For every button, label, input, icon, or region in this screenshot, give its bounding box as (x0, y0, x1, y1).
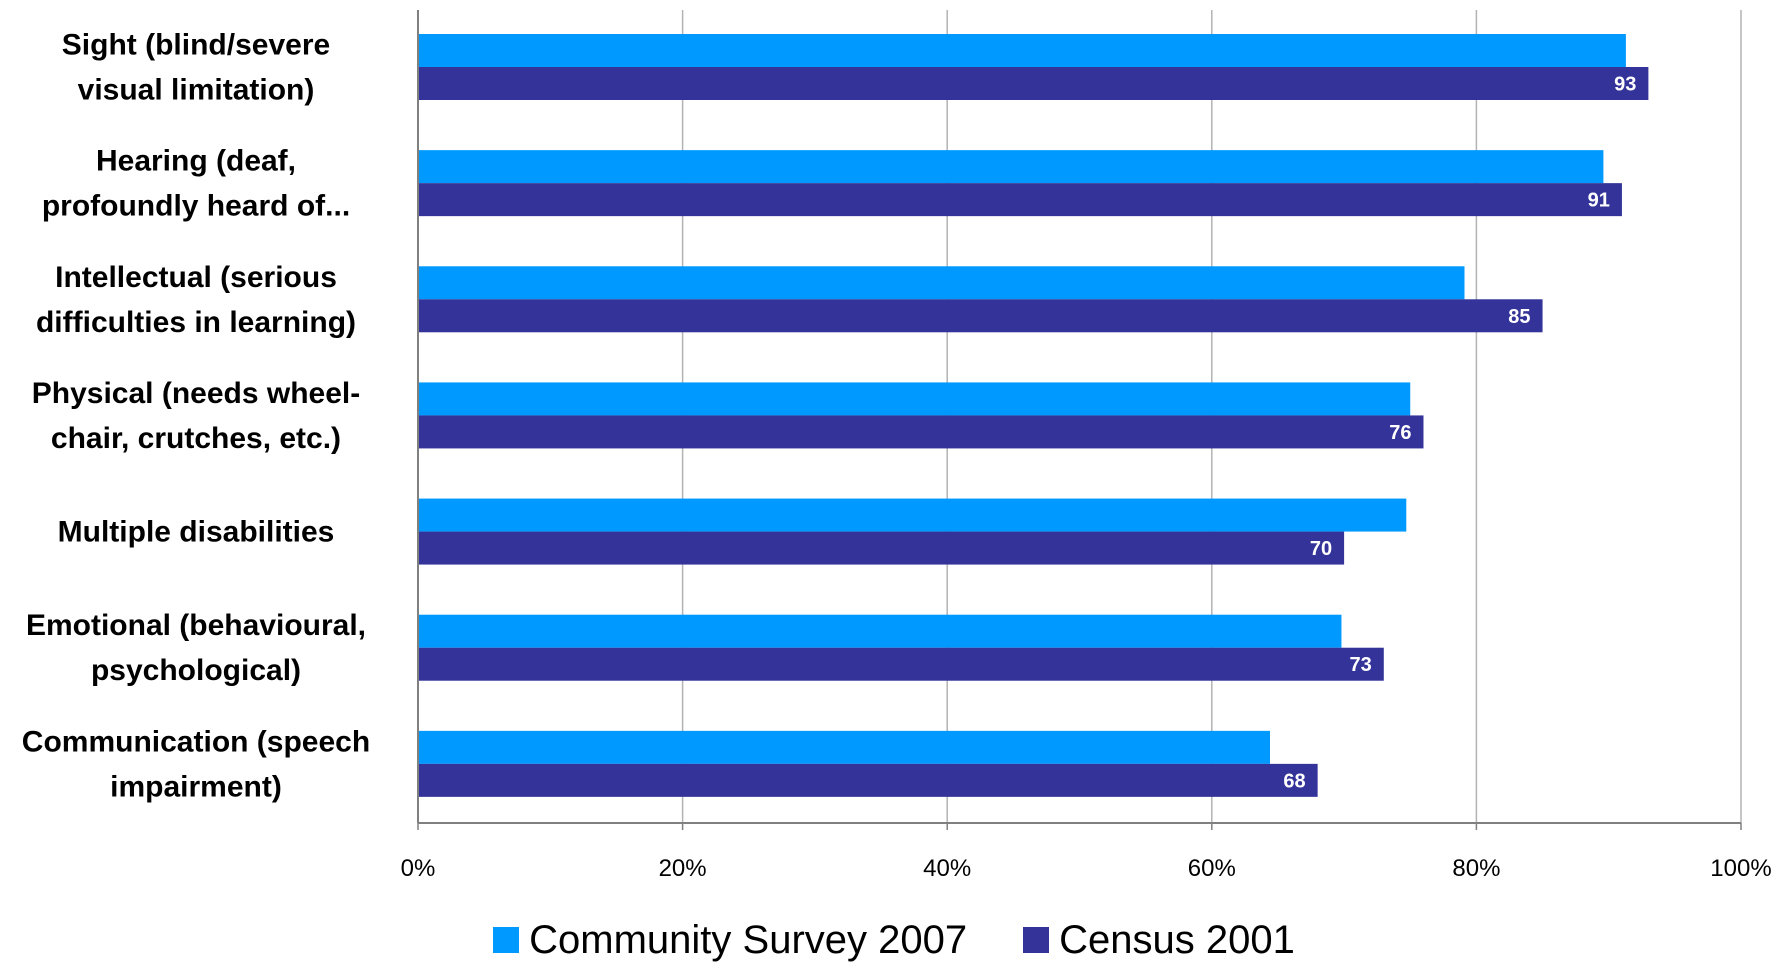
bar-census (418, 647, 1384, 681)
category-label: Physical (needs wheel- (32, 377, 360, 410)
bar-census (418, 299, 1543, 333)
legend-swatch-census (1023, 927, 1050, 953)
data-label: 76 (1389, 422, 1411, 444)
category-label: Communication (speech (22, 725, 370, 758)
category-label: profoundly heard of... (42, 190, 350, 223)
x-tick-label: 100% (1710, 855, 1771, 882)
x-tick-label: 60% (1188, 855, 1236, 882)
bar-census (418, 415, 1424, 449)
category-label: visual limitation) (78, 74, 315, 107)
x-tick-label: 40% (923, 855, 971, 882)
bar-chart: 0% 20% 40% 60% 80% 100% 93 Sight (blind/severe v… (22, 10, 1772, 882)
x-tick-label: 0% (401, 855, 436, 882)
bar-community-survey (418, 614, 1342, 648)
bar-community-survey (418, 150, 1604, 184)
category-label: chair, crutches, etc.) (51, 422, 341, 455)
bar-community-survey (418, 382, 1411, 416)
category-label: psychological) (91, 654, 301, 687)
category-label: Sight (blind/severe (62, 29, 330, 62)
category-label: Multiple disabilities (58, 516, 335, 549)
category-label: Intellectual (serious (55, 261, 337, 294)
legend-swatch-community-survey (493, 927, 520, 953)
bar-community-survey (418, 498, 1407, 532)
chart-legend: Community Survey 2007 Census 2001 (0, 915, 1788, 965)
x-tick-label: 20% (659, 855, 707, 882)
data-label: 73 (1350, 654, 1372, 676)
data-label: 85 (1508, 306, 1530, 328)
bar-census (418, 183, 1622, 217)
bar-census (418, 531, 1345, 565)
category-label: impairment) (110, 770, 282, 803)
bar-community-survey (418, 730, 1271, 764)
legend-item-census: Census 2001 (1023, 918, 1295, 963)
data-label: 68 (1283, 770, 1305, 792)
category-label: Hearing (deaf, (96, 145, 296, 178)
bar-community-survey (418, 266, 1465, 300)
bar-census (418, 763, 1318, 797)
category-label: Emotional (behavioural, (26, 609, 366, 642)
bar-census (418, 67, 1649, 100)
x-tick-label: 80% (1452, 855, 1500, 882)
data-label: 91 (1588, 190, 1610, 212)
legend-label-community-survey: Community Survey 2007 (529, 917, 968, 962)
bar-community-survey (418, 34, 1626, 67)
legend-label-census: Census 2001 (1059, 917, 1295, 962)
legend-item-community-survey: Community Survey 2007 (493, 918, 967, 963)
category-label: difficulties in learning) (36, 306, 356, 339)
data-label: 93 (1614, 74, 1636, 96)
data-label: 70 (1310, 538, 1332, 560)
